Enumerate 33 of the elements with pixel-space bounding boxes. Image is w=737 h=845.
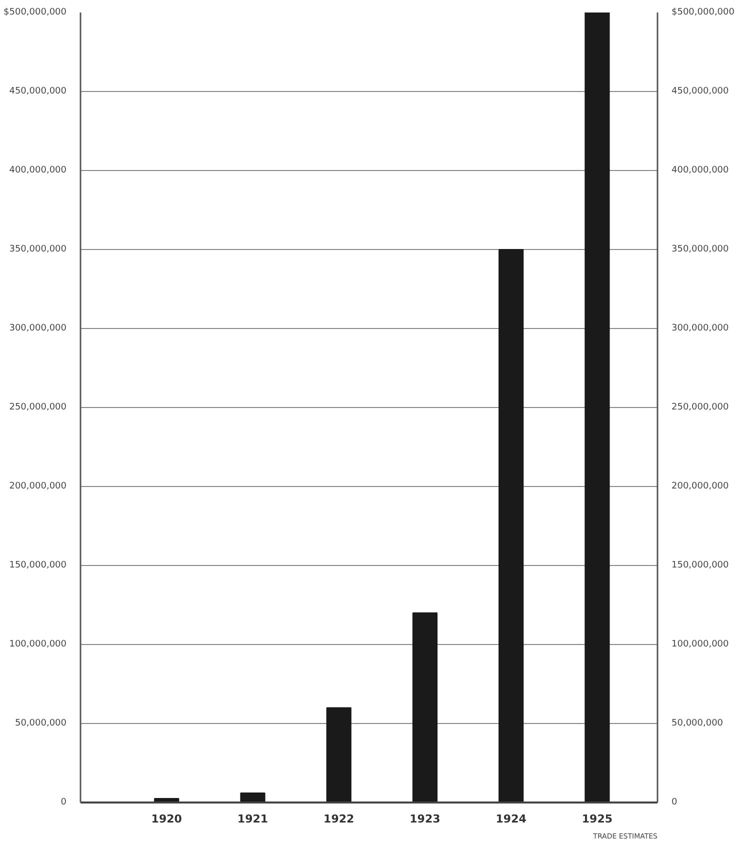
y-tick-label: 200,000,000 [9, 482, 67, 492]
y-tick-label: 450,000,000 [9, 86, 67, 96]
bar [584, 12, 610, 802]
y-tick-label: 50,000,000 [14, 718, 67, 728]
y-tick-label: 400,000,000 [9, 166, 67, 176]
y2-tick-label: 200,000,000 [672, 482, 730, 492]
y2-tick-label: 450,000,000 [672, 86, 730, 96]
x-tick-label: 1920 [151, 812, 182, 826]
y-tick-label: 300,000,000 [9, 324, 67, 334]
y-tick-label: 100,000,000 [9, 640, 67, 650]
bar [412, 612, 438, 802]
y-tick-label: 150,000,000 [9, 560, 67, 570]
y2-tick-label: 150,000,000 [672, 560, 730, 570]
x-tick-label: 1925 [582, 812, 613, 826]
y2-tick-label: 100,000,000 [672, 640, 730, 650]
y2-tick-label: 250,000,000 [672, 402, 730, 412]
y2-tick-label: $500,000,000 [672, 8, 735, 18]
y2-tick-label: 0 [672, 798, 678, 808]
y-tick-label: 0 [60, 798, 67, 808]
y2-tick-label: 350,000,000 [672, 244, 730, 254]
x-tick-label: 1921 [237, 812, 268, 826]
y2-tick-label: 400,000,000 [672, 166, 730, 176]
bar [498, 249, 524, 802]
bar [326, 707, 352, 802]
x-tick-label: 1922 [324, 812, 354, 826]
y2-tick-label: 50,000,000 [672, 718, 724, 728]
x-tick-label: 1923 [410, 812, 440, 826]
y-tick-label: 250,000,000 [9, 402, 67, 412]
bar [240, 792, 266, 802]
y-tick-label: 350,000,000 [9, 244, 67, 254]
x-tick-label: 1924 [496, 812, 527, 826]
y2-tick-label: 300,000,000 [672, 324, 730, 334]
y-tick-label: $500,000,000 [4, 8, 67, 18]
